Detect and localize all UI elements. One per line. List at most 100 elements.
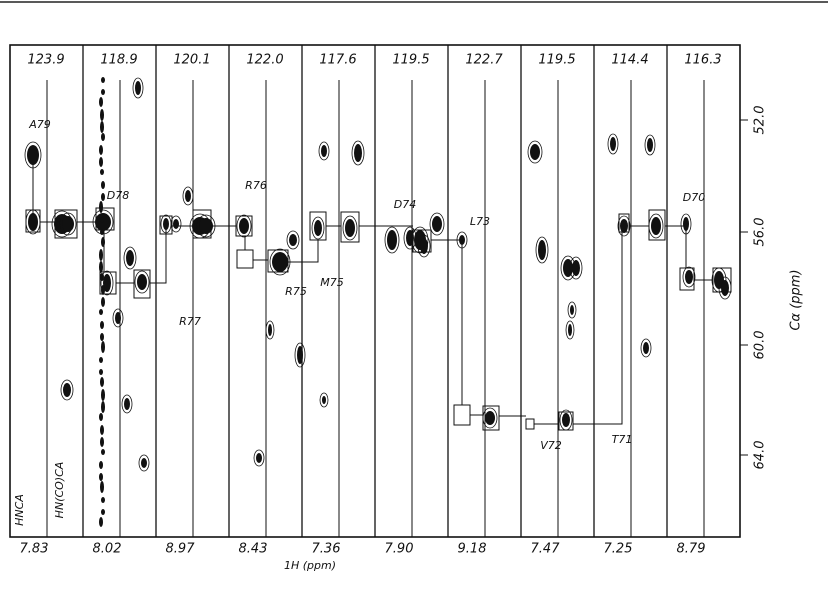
proton-label: 8.43 [239, 542, 268, 557]
proton-label: 8.02 [93, 542, 122, 557]
artifact [100, 217, 104, 223]
proton-label: 8.79 [677, 542, 706, 557]
artifact [99, 309, 103, 315]
peak [272, 252, 288, 272]
peak [530, 144, 540, 160]
residue-label: D70 [683, 191, 705, 204]
artifact [99, 97, 103, 107]
peak [432, 216, 442, 232]
artifact [99, 145, 103, 155]
proton-label: 8.97 [166, 542, 196, 557]
artifact [99, 357, 103, 363]
residue-label: L73 [470, 215, 490, 228]
peak [141, 458, 147, 468]
artifact [100, 425, 104, 435]
artifact [100, 377, 104, 387]
peak [647, 138, 653, 152]
proton-label: 7.47 [531, 542, 561, 557]
peak [297, 346, 303, 364]
residue-label: D78 [107, 189, 129, 202]
peak [256, 453, 262, 463]
residue-label: T71 [612, 433, 633, 446]
strip-header: 119.5 [392, 53, 429, 68]
peak [289, 234, 297, 246]
proton-label: 7.90 [385, 542, 414, 557]
y-tick-label: 64.0 [753, 441, 768, 470]
residue-label: R76 [245, 179, 267, 192]
artifact [100, 109, 104, 121]
artifact [99, 249, 103, 261]
peak [354, 144, 362, 162]
peak-box [237, 250, 253, 268]
residue-label: R75 [285, 285, 307, 298]
proton-label: 7.36 [312, 542, 341, 557]
artifact [101, 77, 105, 83]
peak [620, 219, 628, 233]
residue-label: V72 [540, 439, 562, 452]
peak [124, 398, 130, 410]
x-axis-title: 1H (ppm) [284, 559, 336, 572]
artifact [101, 389, 105, 401]
artifact [100, 437, 104, 447]
peak [314, 220, 322, 236]
artifact [101, 89, 105, 95]
peak [63, 383, 71, 397]
artifact [99, 261, 103, 273]
strip-header: 122.0 [246, 53, 283, 68]
peak [173, 219, 179, 229]
peak [239, 218, 249, 234]
figure: 123.9 7.83 118.9 8.02 120.1 8.97 122.0 8.43 117.… [0, 0, 828, 597]
strip-header: 116.3 [684, 53, 721, 68]
artifact [99, 369, 103, 375]
strip-header: 120.1 [173, 53, 210, 68]
peak [685, 270, 693, 284]
artifact [99, 517, 103, 527]
artifact [100, 321, 104, 329]
residue-label: A79 [28, 118, 51, 131]
connectivities [26, 160, 731, 430]
artifact [99, 157, 103, 167]
proton-label: 9.18 [458, 542, 487, 557]
peaks [25, 77, 731, 527]
strip-header: 119.5 [538, 53, 575, 68]
artifact [101, 449, 105, 455]
artifact [101, 497, 105, 503]
peak [62, 216, 74, 232]
peak [115, 312, 121, 324]
peak [610, 137, 616, 151]
residue-label: D74 [394, 198, 416, 211]
peak [651, 217, 661, 235]
peak [322, 396, 326, 404]
experiment-label: HNCA [13, 494, 26, 526]
artifact [100, 333, 104, 341]
peak [126, 250, 134, 266]
y-axis-title: Cα (ppm) [789, 269, 804, 330]
artifact [101, 181, 105, 189]
peak-box [454, 405, 470, 425]
strip-header: 117.6 [319, 53, 356, 68]
artifact [100, 169, 104, 175]
residue-label: R77 [179, 315, 201, 328]
proton-label: 7.83 [20, 542, 49, 557]
peak-box [526, 419, 534, 429]
artifact [99, 413, 103, 421]
artifact [99, 461, 103, 469]
peak [538, 240, 546, 260]
artifact [100, 121, 104, 133]
peak [137, 274, 147, 290]
peak [268, 324, 272, 336]
peak [570, 305, 574, 315]
y-tick-label: 60.0 [753, 331, 768, 360]
residue-label: M75 [320, 276, 344, 289]
strip-header: 118.9 [100, 53, 137, 68]
peak [321, 145, 327, 157]
peak [572, 260, 580, 276]
artifact [99, 473, 103, 481]
strip-header: 123.9 [27, 53, 64, 68]
peak [568, 324, 572, 336]
artifact [99, 201, 103, 213]
artifact [100, 481, 104, 493]
peak [485, 411, 495, 425]
y-tick-label: 52.0 [753, 106, 768, 135]
artifact [101, 297, 105, 307]
